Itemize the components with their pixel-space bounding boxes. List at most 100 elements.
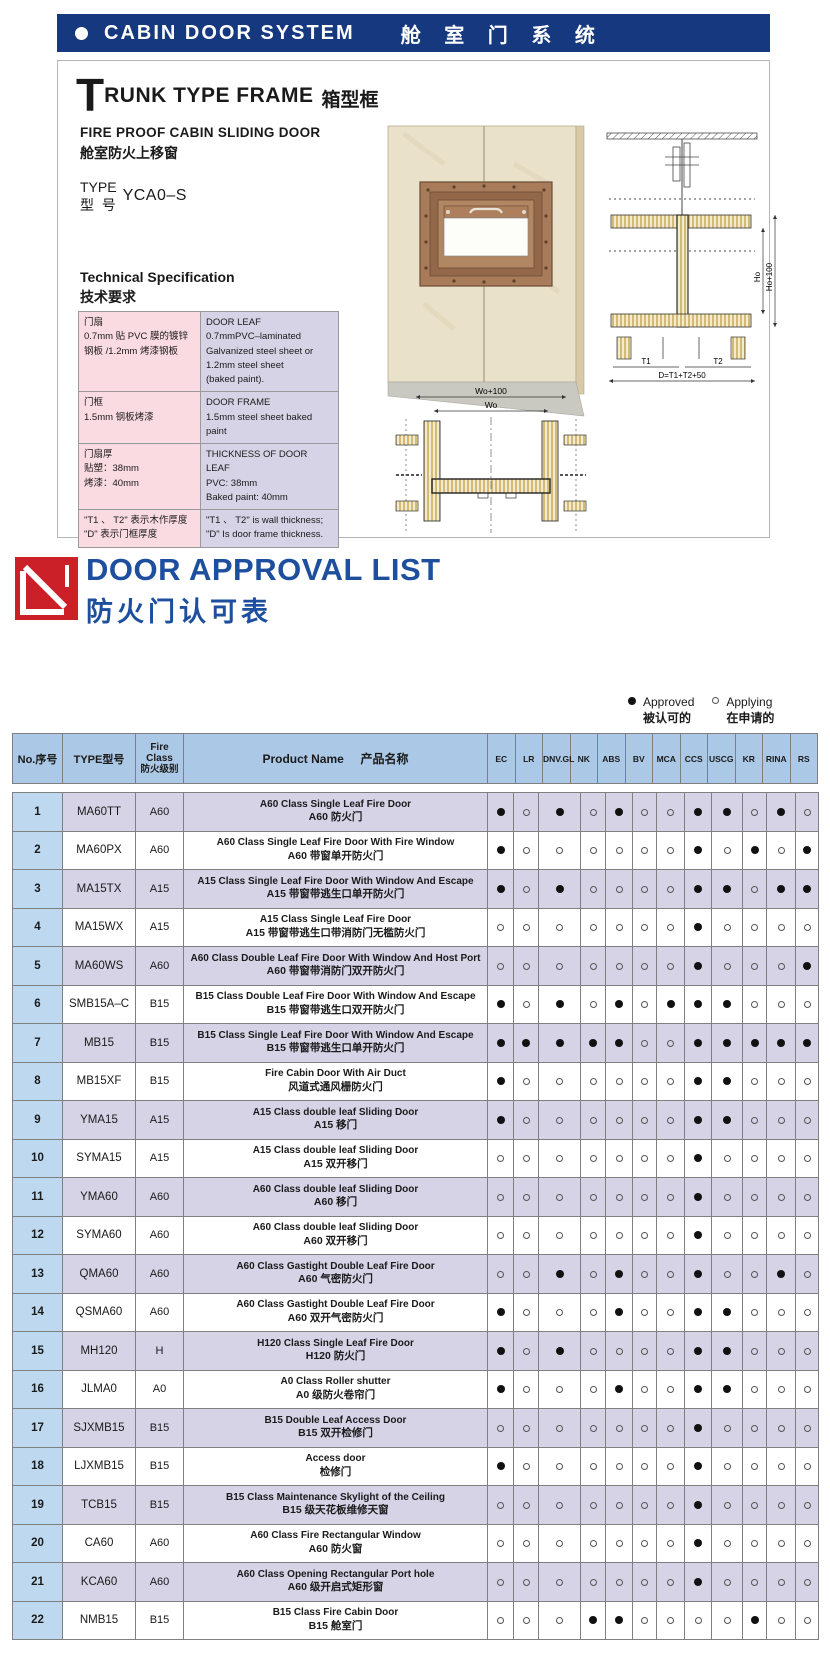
applying-dot-icon <box>641 885 648 893</box>
row-number-cell: 19 <box>12 1485 63 1525</box>
approval-status-cell <box>656 1369 685 1409</box>
applying-dot-icon <box>641 1309 648 1317</box>
approval-status-cell <box>684 792 712 832</box>
applying-dot-icon <box>723 1424 731 1432</box>
approval-status-cell <box>513 869 539 909</box>
approved-dot-icon <box>615 1385 623 1394</box>
row-number-cell: 17 <box>12 1408 63 1448</box>
approval-status-cell <box>487 946 514 986</box>
applying-dot-icon <box>497 1155 504 1163</box>
table-row: 3 MA15TX A15 A15 Class Single Leaf Fire … <box>12 869 819 909</box>
applying-dot-icon <box>751 1386 758 1394</box>
approval-status-cell <box>684 830 712 870</box>
approval-status-cell <box>538 1061 581 1101</box>
approval-status-cell <box>711 1523 743 1563</box>
approval-status-cell <box>487 1408 514 1448</box>
approval-status-cell <box>513 1138 539 1178</box>
approval-table-section: No.序号 TYPE型号 Fire Class 防火级别 Product Nam… <box>12 733 819 1640</box>
product-name-en: B15 Class Single Leaf Fire Door With Win… <box>197 1029 474 1041</box>
applying-dot-icon <box>615 1347 623 1355</box>
applying-dot-icon <box>803 1347 811 1355</box>
approval-status-cell <box>766 1408 796 1448</box>
type-cell: MB15 <box>62 1023 136 1063</box>
approval-status-cell <box>538 1562 581 1602</box>
type-cell: MA15WX <box>62 907 136 947</box>
fire-class-cell: A60 <box>135 1177 184 1217</box>
legend-applying: Applying 在申请的 <box>712 694 774 726</box>
approved-dot-icon <box>723 807 731 816</box>
approval-title-en: DOOR APPROVAL LIST <box>86 552 441 587</box>
applying-dot-icon <box>641 1001 648 1009</box>
approval-status-cell <box>742 907 767 947</box>
fire-class-cell: A0 <box>135 1369 184 1409</box>
table-row: 5 MA60WS A60 A60 Class Double Leaf Fire … <box>12 946 819 986</box>
approval-status-cell <box>684 1446 712 1486</box>
applying-dot-icon <box>556 924 563 932</box>
applying-dot-icon <box>641 1039 648 1047</box>
applying-dot-icon <box>712 697 720 704</box>
fire-class-cell: B15 <box>135 1446 184 1486</box>
approval-status-cell <box>580 946 606 986</box>
approval-status-cell <box>580 1369 606 1409</box>
approved-dot-icon <box>496 884 505 893</box>
approval-status-cell <box>656 830 685 870</box>
approval-status-cell <box>632 1446 657 1486</box>
applying-dot-icon <box>667 1039 674 1047</box>
applying-dot-icon <box>751 1078 758 1086</box>
row-number-cell: 10 <box>12 1138 63 1178</box>
approved-dot-icon <box>496 1115 505 1124</box>
applying-dot-icon <box>522 962 530 970</box>
applying-dot-icon <box>641 962 648 970</box>
approval-status-cell <box>656 1254 685 1294</box>
approval-status-cell <box>711 1061 743 1101</box>
applying-dot-icon <box>589 1347 597 1355</box>
approval-status-cell <box>742 1177 767 1217</box>
approval-status-cell <box>766 984 796 1024</box>
applying-dot-icon <box>751 1116 758 1124</box>
spec-row: "T1 、 T2" 表示木作厚度 "D" 表示门框厚度 "T1 、 T2" is … <box>78 509 339 548</box>
applying-dot-icon <box>641 1078 648 1086</box>
approval-status-cell <box>766 1446 796 1486</box>
applying-dot-icon <box>589 1309 597 1317</box>
col-header-type: TYPE型号 <box>62 733 136 784</box>
row-number-cell: 1 <box>12 792 63 832</box>
approval-status-cell <box>711 1600 743 1640</box>
approval-status-cell <box>711 1446 743 1486</box>
product-header-en: Product Name <box>262 752 344 766</box>
approved-dot-icon <box>589 1616 597 1625</box>
applying-dot-icon <box>641 1540 648 1548</box>
applying-dot-icon <box>556 847 563 855</box>
legend-approved-zh: 被认可的 <box>643 711 692 726</box>
approval-status-cell <box>632 907 657 947</box>
approval-status-cell <box>711 946 743 986</box>
applying-dot-icon <box>556 962 563 970</box>
product-name-cell: Fire Cabin Door With Air Duct 风道式通风栅防火门 <box>183 1061 488 1101</box>
applying-dot-icon <box>777 1309 785 1317</box>
applying-dot-icon <box>667 1155 674 1163</box>
product-name-en: Fire Cabin Door With Air Duct <box>265 1068 406 1080</box>
approval-status-cell <box>766 1562 796 1602</box>
applying-dot-icon <box>589 962 597 970</box>
applying-dot-icon <box>522 847 530 855</box>
applying-dot-icon <box>667 1078 674 1086</box>
applying-dot-icon <box>497 1424 504 1432</box>
applying-dot-icon <box>723 1540 731 1548</box>
approval-status-cell <box>538 1215 581 1255</box>
approved-dot-icon <box>496 1077 505 1086</box>
row-number-cell: 15 <box>12 1331 63 1371</box>
applying-dot-icon <box>751 885 758 893</box>
approval-status-cell <box>684 1369 712 1409</box>
approval-status-cell <box>632 830 657 870</box>
approved-dot-icon <box>496 1000 505 1009</box>
bullet-icon <box>75 26 88 40</box>
approval-status-cell <box>795 1254 819 1294</box>
approval-status-cell <box>605 1485 633 1525</box>
applying-dot-icon <box>615 1193 623 1201</box>
approval-status-cell <box>513 1600 539 1640</box>
approved-dot-icon <box>694 884 702 893</box>
product-name-zh: A60 移门 <box>313 1196 358 1209</box>
approval-status-cell <box>605 1562 633 1602</box>
applying-dot-icon <box>751 1309 758 1317</box>
approval-status-cell <box>513 1331 539 1371</box>
row-number-cell: 6 <box>12 984 63 1024</box>
